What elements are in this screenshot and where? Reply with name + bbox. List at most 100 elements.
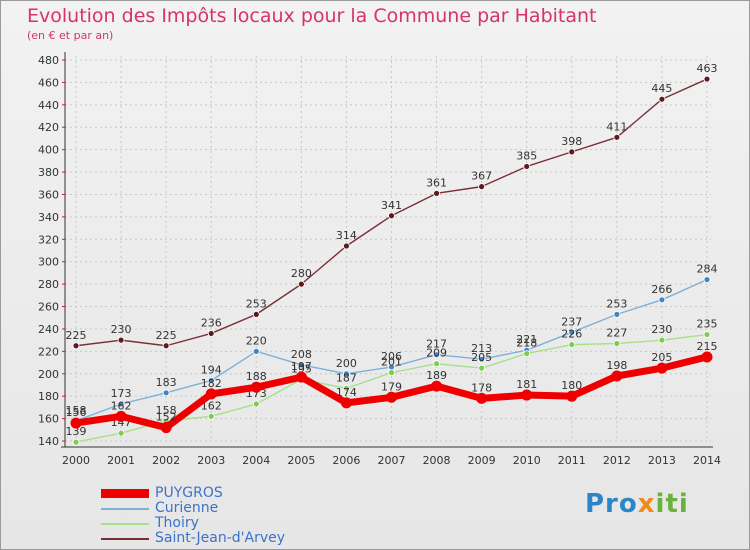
data-label: 225 xyxy=(156,329,177,342)
data-point xyxy=(613,133,621,141)
data-label: 367 xyxy=(471,170,492,183)
legend-label: Thoiry xyxy=(155,515,199,531)
data-point xyxy=(433,351,440,359)
data-point xyxy=(207,330,215,337)
x-tick-label: 2005 xyxy=(287,454,315,467)
data-label: 266 xyxy=(651,283,672,296)
legend-swatch xyxy=(101,538,149,540)
x-tick-label: 2001 xyxy=(107,454,135,467)
data-label: 220 xyxy=(246,334,267,347)
data-label: 215 xyxy=(697,340,718,353)
chart-title: Evolution des Impôts locaux pour la Comm… xyxy=(27,5,597,27)
legend-swatch xyxy=(101,489,149,498)
x-tick-label: 2003 xyxy=(197,454,225,467)
data-label: 235 xyxy=(697,318,718,331)
y-tick-label: 240 xyxy=(38,323,59,336)
data-label: 205 xyxy=(471,351,492,364)
data-label: 195 xyxy=(291,362,312,375)
data-label: 174 xyxy=(336,386,357,399)
data-label: 178 xyxy=(471,381,492,394)
data-label: 361 xyxy=(426,176,447,189)
x-tick-label: 2008 xyxy=(423,454,451,467)
data-point xyxy=(115,410,127,422)
data-label: 253 xyxy=(606,297,627,310)
data-label: 152 xyxy=(156,411,177,424)
data-point xyxy=(433,360,440,368)
chart-subtitle: (en € et par an) xyxy=(27,29,114,42)
data-point xyxy=(207,377,215,384)
x-tick-label: 2010 xyxy=(513,454,541,467)
data-label: 253 xyxy=(246,297,267,310)
data-point xyxy=(343,384,350,392)
data-point xyxy=(658,95,666,103)
logo-part: Pro xyxy=(585,489,638,519)
data-label: 226 xyxy=(561,328,582,341)
x-tick-label: 2006 xyxy=(332,454,360,467)
x-tick-label: 2012 xyxy=(603,454,631,467)
data-label: 221 xyxy=(516,333,537,346)
legend-label: Curienne xyxy=(155,500,219,516)
data-label: 182 xyxy=(201,377,222,390)
data-point xyxy=(250,381,262,393)
data-point xyxy=(388,212,395,220)
data-point xyxy=(566,390,578,402)
data-point xyxy=(658,336,666,344)
logo-part: x xyxy=(637,489,656,519)
data-point xyxy=(252,310,260,318)
data-label: 225 xyxy=(66,329,87,342)
data-label: 183 xyxy=(156,376,177,389)
data-point xyxy=(205,388,217,400)
y-tick-label: 440 xyxy=(38,99,59,112)
y-tick-label: 280 xyxy=(38,278,59,291)
data-label: 162 xyxy=(201,399,222,412)
data-label: 197 xyxy=(291,360,312,373)
data-point xyxy=(703,75,711,83)
data-point xyxy=(658,296,666,304)
y-tick-label: 420 xyxy=(38,121,59,134)
data-point xyxy=(568,341,576,349)
x-tick-label: 2002 xyxy=(152,454,180,467)
data-point xyxy=(521,389,533,401)
data-label: 181 xyxy=(516,378,537,391)
x-tick-label: 2011 xyxy=(558,454,586,467)
data-label: 187 xyxy=(336,371,357,384)
y-tick-label: 360 xyxy=(38,188,59,201)
y-tick-label: 160 xyxy=(38,413,59,426)
data-label: 209 xyxy=(426,347,447,360)
data-label: 213 xyxy=(471,342,492,355)
data-point xyxy=(252,400,260,408)
x-tick-label: 2000 xyxy=(62,454,90,467)
data-label: 445 xyxy=(651,82,672,95)
data-label: 217 xyxy=(426,338,447,351)
y-tick-label: 320 xyxy=(38,233,59,246)
data-point xyxy=(297,280,305,288)
data-label: 139 xyxy=(66,425,87,438)
data-label: 205 xyxy=(651,351,672,364)
data-label: 284 xyxy=(697,263,718,276)
data-label: 194 xyxy=(201,363,222,376)
y-tick-label: 480 xyxy=(38,54,59,67)
data-label: 385 xyxy=(516,149,537,162)
data-label: 189 xyxy=(426,369,447,382)
data-point xyxy=(162,389,170,397)
data-point xyxy=(207,412,215,420)
data-point xyxy=(117,336,125,344)
data-point xyxy=(72,438,80,446)
y-tick-label: 300 xyxy=(38,256,59,269)
data-point xyxy=(117,429,125,437)
data-point xyxy=(252,347,260,355)
data-point xyxy=(388,369,395,377)
legend-swatch xyxy=(101,523,149,525)
data-point xyxy=(703,276,711,284)
data-label: 156 xyxy=(66,406,87,419)
data-label: 398 xyxy=(561,135,582,148)
y-tick-label: 180 xyxy=(38,390,59,403)
data-point xyxy=(523,350,531,357)
y-tick-label: 460 xyxy=(38,76,59,89)
data-point xyxy=(568,328,576,336)
data-label: 201 xyxy=(381,356,402,369)
data-label: 230 xyxy=(651,323,672,336)
data-point xyxy=(478,183,486,191)
data-label: 411 xyxy=(606,120,627,133)
data-point xyxy=(613,340,621,347)
